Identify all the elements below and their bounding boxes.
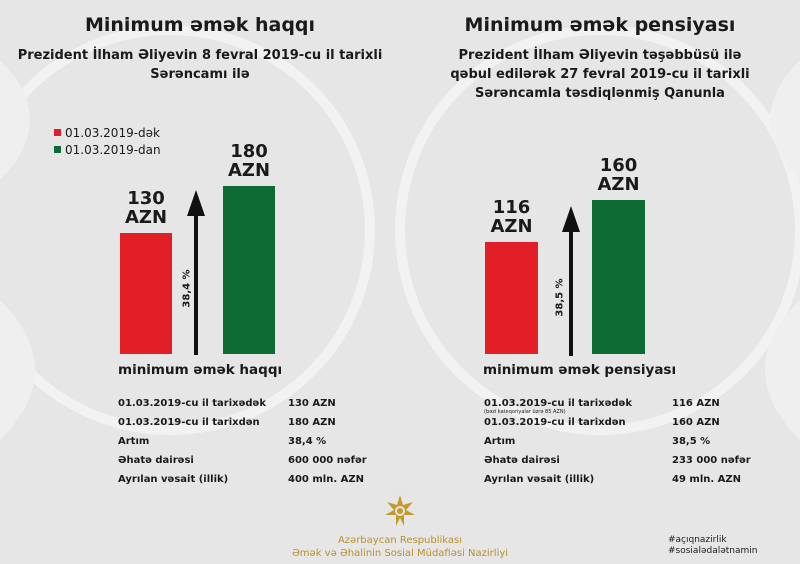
ministry-emblem-icon — [385, 495, 415, 526]
hashtag: #açıqnazirlik — [668, 535, 727, 545]
right-subtitle-line: qəbul edilərək 27 fevral 2019-cu il tari… — [450, 67, 750, 82]
left-subtitle-line: Prezident İlham Əliyevin 8 fevral 2019-c… — [17, 48, 383, 63]
ministry-line: Əmək və Əhalinin Sosial Müdafiəsi Nazirl… — [291, 548, 509, 559]
left-info-table: 01.03.2019-cu il tarixədək 130 AZN 01.03.… — [118, 398, 378, 493]
legend-label: 01.03.2019-dək — [65, 125, 160, 140]
hashtags: #açıqnazirlik #sosialədalətnamin — [668, 535, 757, 557]
right-title: Minimum əmək pensiyası — [464, 14, 736, 36]
increase-arrow — [562, 206, 580, 356]
left-panel: Minimum əmək haqqı Prezident İlham Əliye… — [0, 0, 400, 500]
legend: 01.03.2019-dək 01.03.2019-dan — [54, 124, 161, 158]
legend-swatch-green — [54, 146, 61, 153]
info-row: 01.03.2019-cu il tarixdən 180 AZN — [118, 417, 336, 428]
bar-before — [485, 242, 538, 354]
increase-arrow — [187, 190, 205, 355]
info-row: 01.03.2019-cu il tarixdən 160 AZN — [484, 417, 720, 428]
bar-value-label-after: 160 AZN — [597, 155, 640, 195]
right-subtitle-line: Prezident İlham Əliyevin təşəbbüsü ilə — [458, 48, 742, 63]
right-subtitle-line: Sərəncamla təsdiqlənmiş Qanunla — [475, 86, 725, 101]
increase-percent: 38,4 % — [181, 269, 193, 308]
hashtag: #sosialədalətnamin — [668, 546, 758, 556]
left-subtitle-line: Sərəncamı ilə — [150, 67, 250, 82]
info-row: Ayrılan vəsait (illik) 400 mln. AZN — [118, 474, 364, 485]
bar-value-label-before: 130 AZN — [124, 187, 168, 228]
right-subtitle: Prezident İlham Əliyevin təşəbbüsü ilə q… — [400, 46, 800, 103]
left-title: Minimum əmək haqqı — [84, 14, 316, 36]
bar-before — [120, 232, 172, 354]
legend-item-after: 01.03.2019-dan — [54, 141, 161, 158]
legend-swatch-red — [54, 129, 61, 136]
legend-label: 01.03.2019-dan — [65, 142, 161, 157]
bar-value-label-before: 116 AZN — [490, 197, 533, 238]
info-row: Ayrılan vəsait (illik) 49 mln. AZN — [484, 474, 742, 485]
info-row: Artım 38,5 % — [484, 436, 711, 447]
info-row: Əhatə dairəsi 233 000 nəfər — [484, 455, 751, 466]
info-row: Əhatə dairəsi 600 000 nəfər — [118, 455, 367, 466]
increase-percent: 38,5 % — [554, 278, 566, 317]
bar-value-label-after: 180 AZN — [227, 141, 271, 181]
right-caption: minimum əmək pensiyası — [483, 362, 677, 378]
info-row: 01.03.2019-cu il tarixədək (bəzi kateqori… — [484, 398, 720, 415]
legend-item-before: 01.03.2019-dək — [54, 124, 161, 141]
ministry-line: Azərbaycan Respublikası — [337, 535, 463, 546]
info-row: 01.03.2019-cu il tarixədək 130 AZN — [118, 398, 336, 409]
info-row: Artım 38,4 % — [118, 436, 327, 447]
right-panel: Minimum əmək pensiyası Prezident İlham Ə… — [400, 0, 800, 500]
left-subtitle: Prezident İlham Əliyevin 8 fevral 2019-c… — [0, 46, 400, 84]
bar-after — [592, 200, 645, 354]
ministry-name: Azərbaycan Respublikası Əmək və Əhalinin… — [250, 534, 550, 560]
bar-after — [223, 186, 275, 354]
right-info-table: 01.03.2019-cu il tarixədək (bəzi kateqori… — [484, 398, 774, 493]
left-caption: minimum əmək haqqı — [118, 362, 283, 378]
